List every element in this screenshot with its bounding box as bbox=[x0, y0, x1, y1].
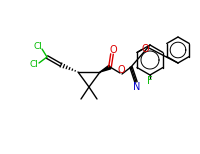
Text: Cl: Cl bbox=[30, 59, 38, 69]
Text: Cl: Cl bbox=[34, 41, 42, 51]
Text: N: N bbox=[133, 82, 141, 92]
Text: O: O bbox=[141, 43, 149, 53]
Text: O: O bbox=[117, 65, 125, 75]
Polygon shape bbox=[100, 65, 111, 72]
Text: F: F bbox=[147, 76, 153, 86]
Text: O: O bbox=[109, 45, 117, 55]
